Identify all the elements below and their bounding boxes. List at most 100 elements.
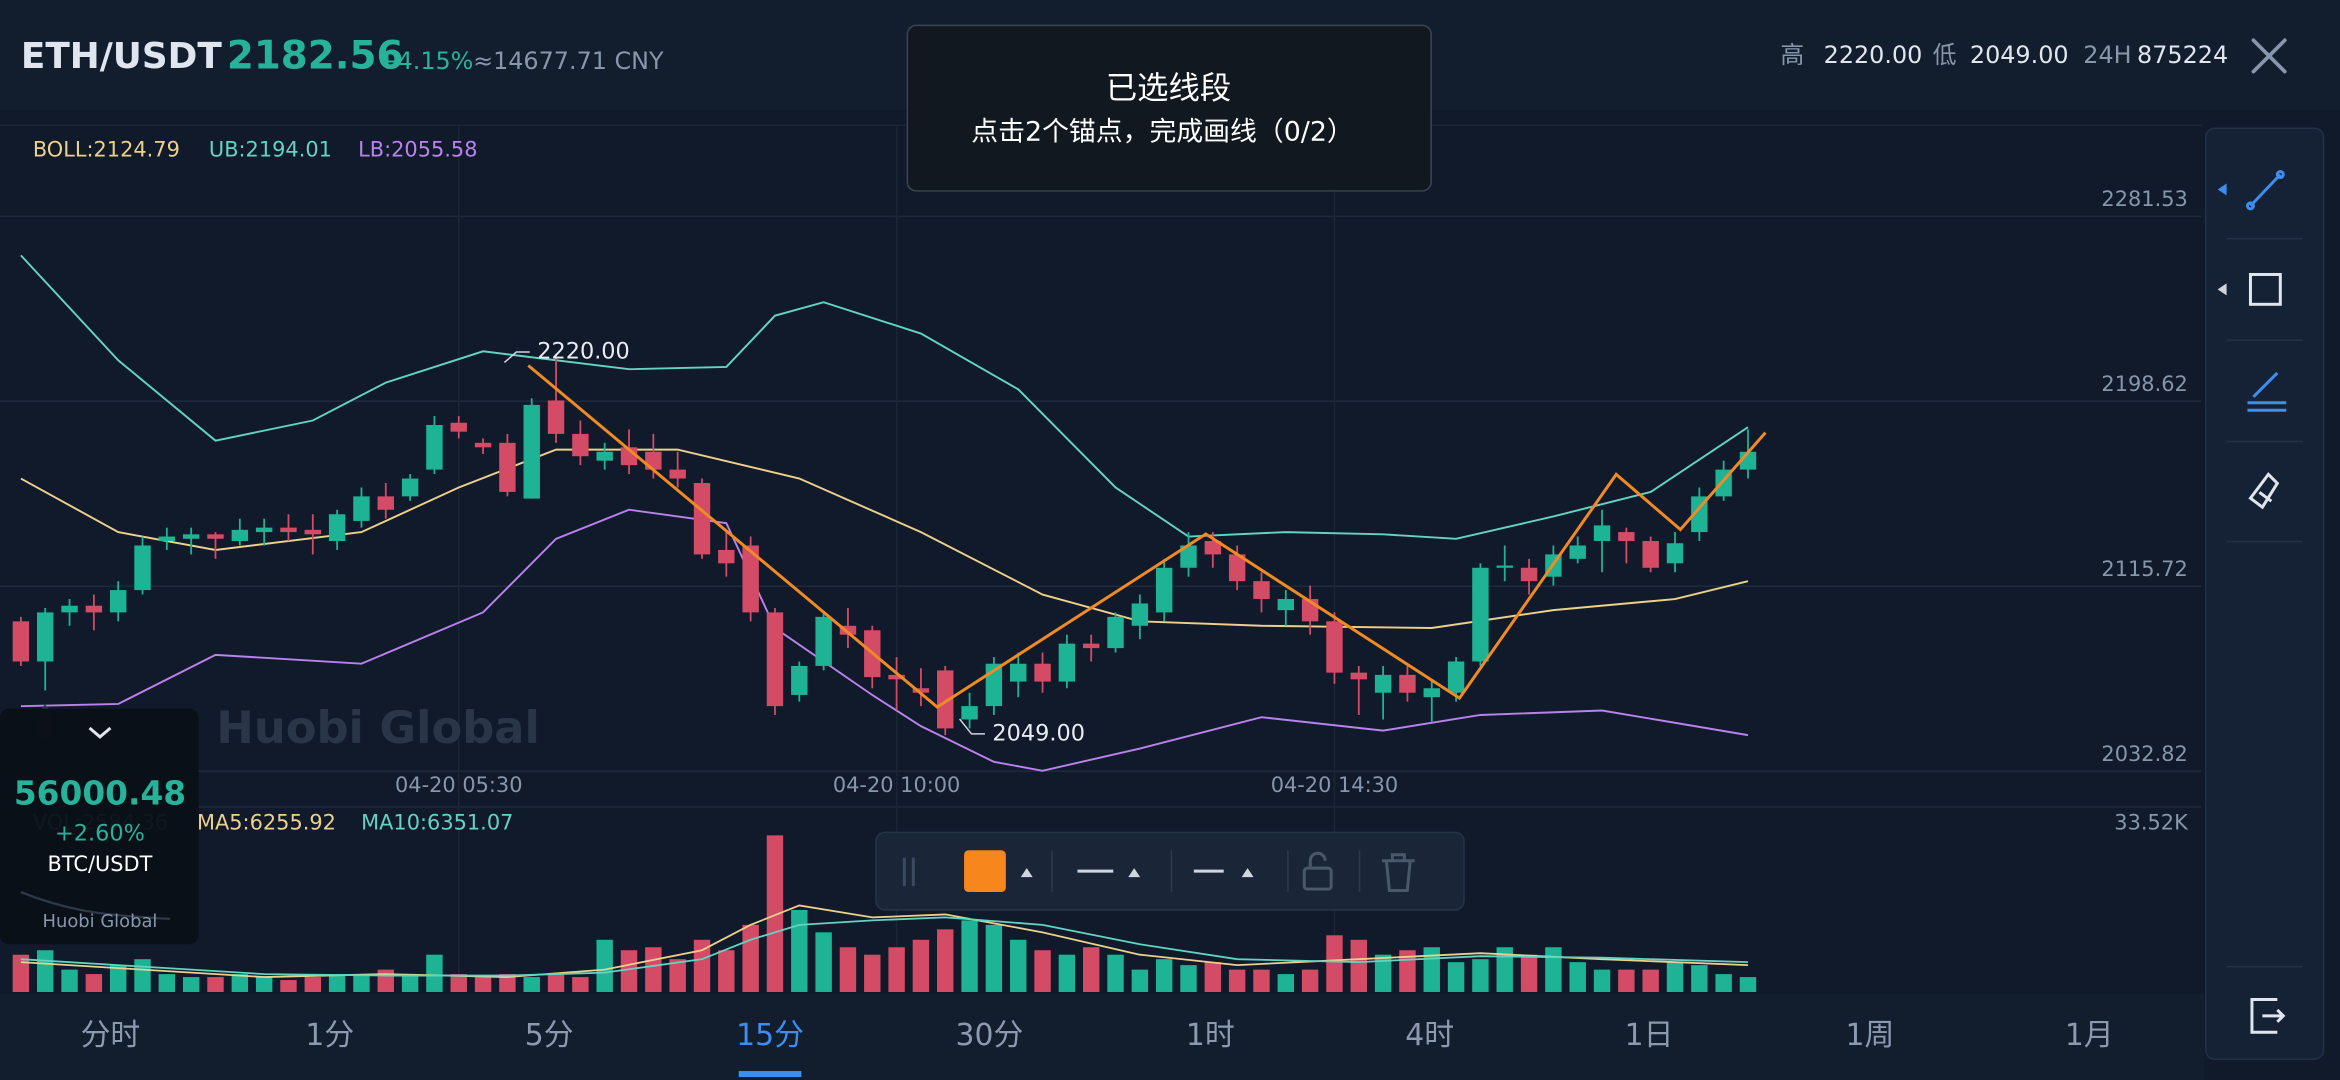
clear-tool[interactable] <box>2248 472 2280 510</box>
volume-bar <box>547 974 565 992</box>
delete[interactable] <box>1381 853 1415 893</box>
candle-body <box>1228 554 1246 582</box>
high: 2220.00 <box>1824 41 1923 69</box>
tab[interactable]: 1日 <box>1625 1018 1674 1053</box>
volume-bar <box>645 947 662 992</box>
close-button[interactable] <box>2251 38 2287 74</box>
candle-body <box>450 422 467 432</box>
volume-bar <box>1131 969 1149 992</box>
candle-body <box>1472 567 1489 662</box>
volume-bar <box>888 947 905 992</box>
high-connector <box>503 351 530 364</box>
volume-bar <box>401 974 419 992</box>
volume-bar <box>1253 969 1270 992</box>
candle-body <box>231 529 249 542</box>
tab[interactable]: 4时 <box>1405 1018 1454 1053</box>
candle-body <box>1350 672 1367 680</box>
volume-bar <box>693 939 711 992</box>
tab[interactable]: 分时 <box>81 1018 141 1053</box>
max-label: 2220.00 <box>537 339 630 365</box>
candle-body <box>134 545 151 591</box>
tab[interactable]: 1分 <box>305 1018 354 1053</box>
candle-body <box>1423 688 1440 698</box>
style-toolbar <box>875 831 1465 911</box>
x-tick-label: 04-20 10:00 <box>833 773 960 797</box>
candle-body <box>669 469 686 479</box>
candle-body <box>85 605 103 613</box>
candle-body <box>304 529 322 535</box>
candle-body <box>596 451 613 461</box>
min-label: 2049.00 <box>992 720 1085 746</box>
tab[interactable]: 1周 <box>1845 1018 1894 1053</box>
tabs: 分时 1分 5分 15分 30分 1时 4时 1日 1周 1月 <box>81 1018 2114 1078</box>
indicator: LB:2055.58 <box>358 138 477 162</box>
candle-body <box>1618 532 1635 542</box>
candle-body <box>937 670 954 729</box>
volume-bar <box>1374 954 1392 992</box>
pen-tool[interactable] <box>2247 371 2287 412</box>
band-line <box>20 508 1749 772</box>
volume-bar <box>791 909 808 992</box>
candle-body <box>572 433 589 457</box>
candle-body <box>61 605 78 613</box>
volume-bar <box>1618 969 1635 992</box>
candle-body <box>1447 661 1465 693</box>
mini-price: 56000.48 <box>14 775 186 813</box>
tab[interactable]: 1时 <box>1186 1018 1235 1053</box>
volume-bar <box>669 959 686 992</box>
rect-tool[interactable] <box>2248 272 2282 306</box>
volume-bar <box>426 954 443 992</box>
volume-bar <box>1034 950 1051 992</box>
candle-body <box>1204 541 1222 555</box>
volume-bar <box>839 947 857 992</box>
tab[interactable]: 15分 <box>736 1018 804 1053</box>
volume-bar <box>1715 974 1732 992</box>
candle-body <box>37 612 54 662</box>
candle-body <box>1253 581 1270 600</box>
volume-bar <box>766 835 784 992</box>
mini-ticker[interactable]: 56000.48 +2.60% BTC/USDT Huobi Global <box>0 708 199 945</box>
volume-bar <box>1423 947 1440 992</box>
candle-body <box>377 496 394 510</box>
candle-body <box>1010 663 1027 682</box>
volume-bar <box>620 950 638 992</box>
tooltip-hint: 点击2个锚点，完成画线（0/2） <box>971 116 1353 147</box>
volume-bar <box>207 977 224 992</box>
candle-body <box>401 478 419 497</box>
volume-bar <box>353 974 370 992</box>
volume-bar <box>1569 962 1586 992</box>
volume-bar <box>1593 969 1611 992</box>
low-label: 低 <box>1933 41 1957 69</box>
candle-body <box>1520 567 1538 582</box>
color-swatch[interactable] <box>964 850 1006 893</box>
volume-bar <box>912 939 930 992</box>
volume-bar <box>1180 965 1197 992</box>
candle-body <box>109 590 127 613</box>
candle-body <box>207 534 224 539</box>
tab[interactable]: 30分 <box>956 1018 1024 1053</box>
candle-body <box>1496 565 1513 568</box>
candle-body <box>1034 663 1051 682</box>
volume-bar <box>1739 977 1757 992</box>
volume-bar <box>1447 962 1465 992</box>
band-line <box>20 254 1749 540</box>
volume-bar <box>1472 959 1489 992</box>
volume-bar <box>1496 947 1513 992</box>
candle-body <box>839 625 857 635</box>
y-tick-label: 2198.62 <box>2101 372 2187 396</box>
tab[interactable]: 5分 <box>525 1018 574 1053</box>
candle-body <box>1107 616 1124 649</box>
tab[interactable]: 1月 <box>2065 1018 2114 1053</box>
y-tick-label: 2032.82 <box>2101 742 2187 766</box>
indicator: BOLL:2124.79 <box>33 138 180 162</box>
candle-body <box>499 442 516 492</box>
segment-tool[interactable] <box>2245 170 2285 211</box>
exit[interactable] <box>2250 997 2286 1034</box>
watermark: Huobi Global <box>216 701 539 754</box>
lock[interactable] <box>1302 851 1333 891</box>
volume-bar <box>1666 962 1684 992</box>
volume-bar <box>37 950 54 992</box>
volume-bar <box>158 974 176 992</box>
